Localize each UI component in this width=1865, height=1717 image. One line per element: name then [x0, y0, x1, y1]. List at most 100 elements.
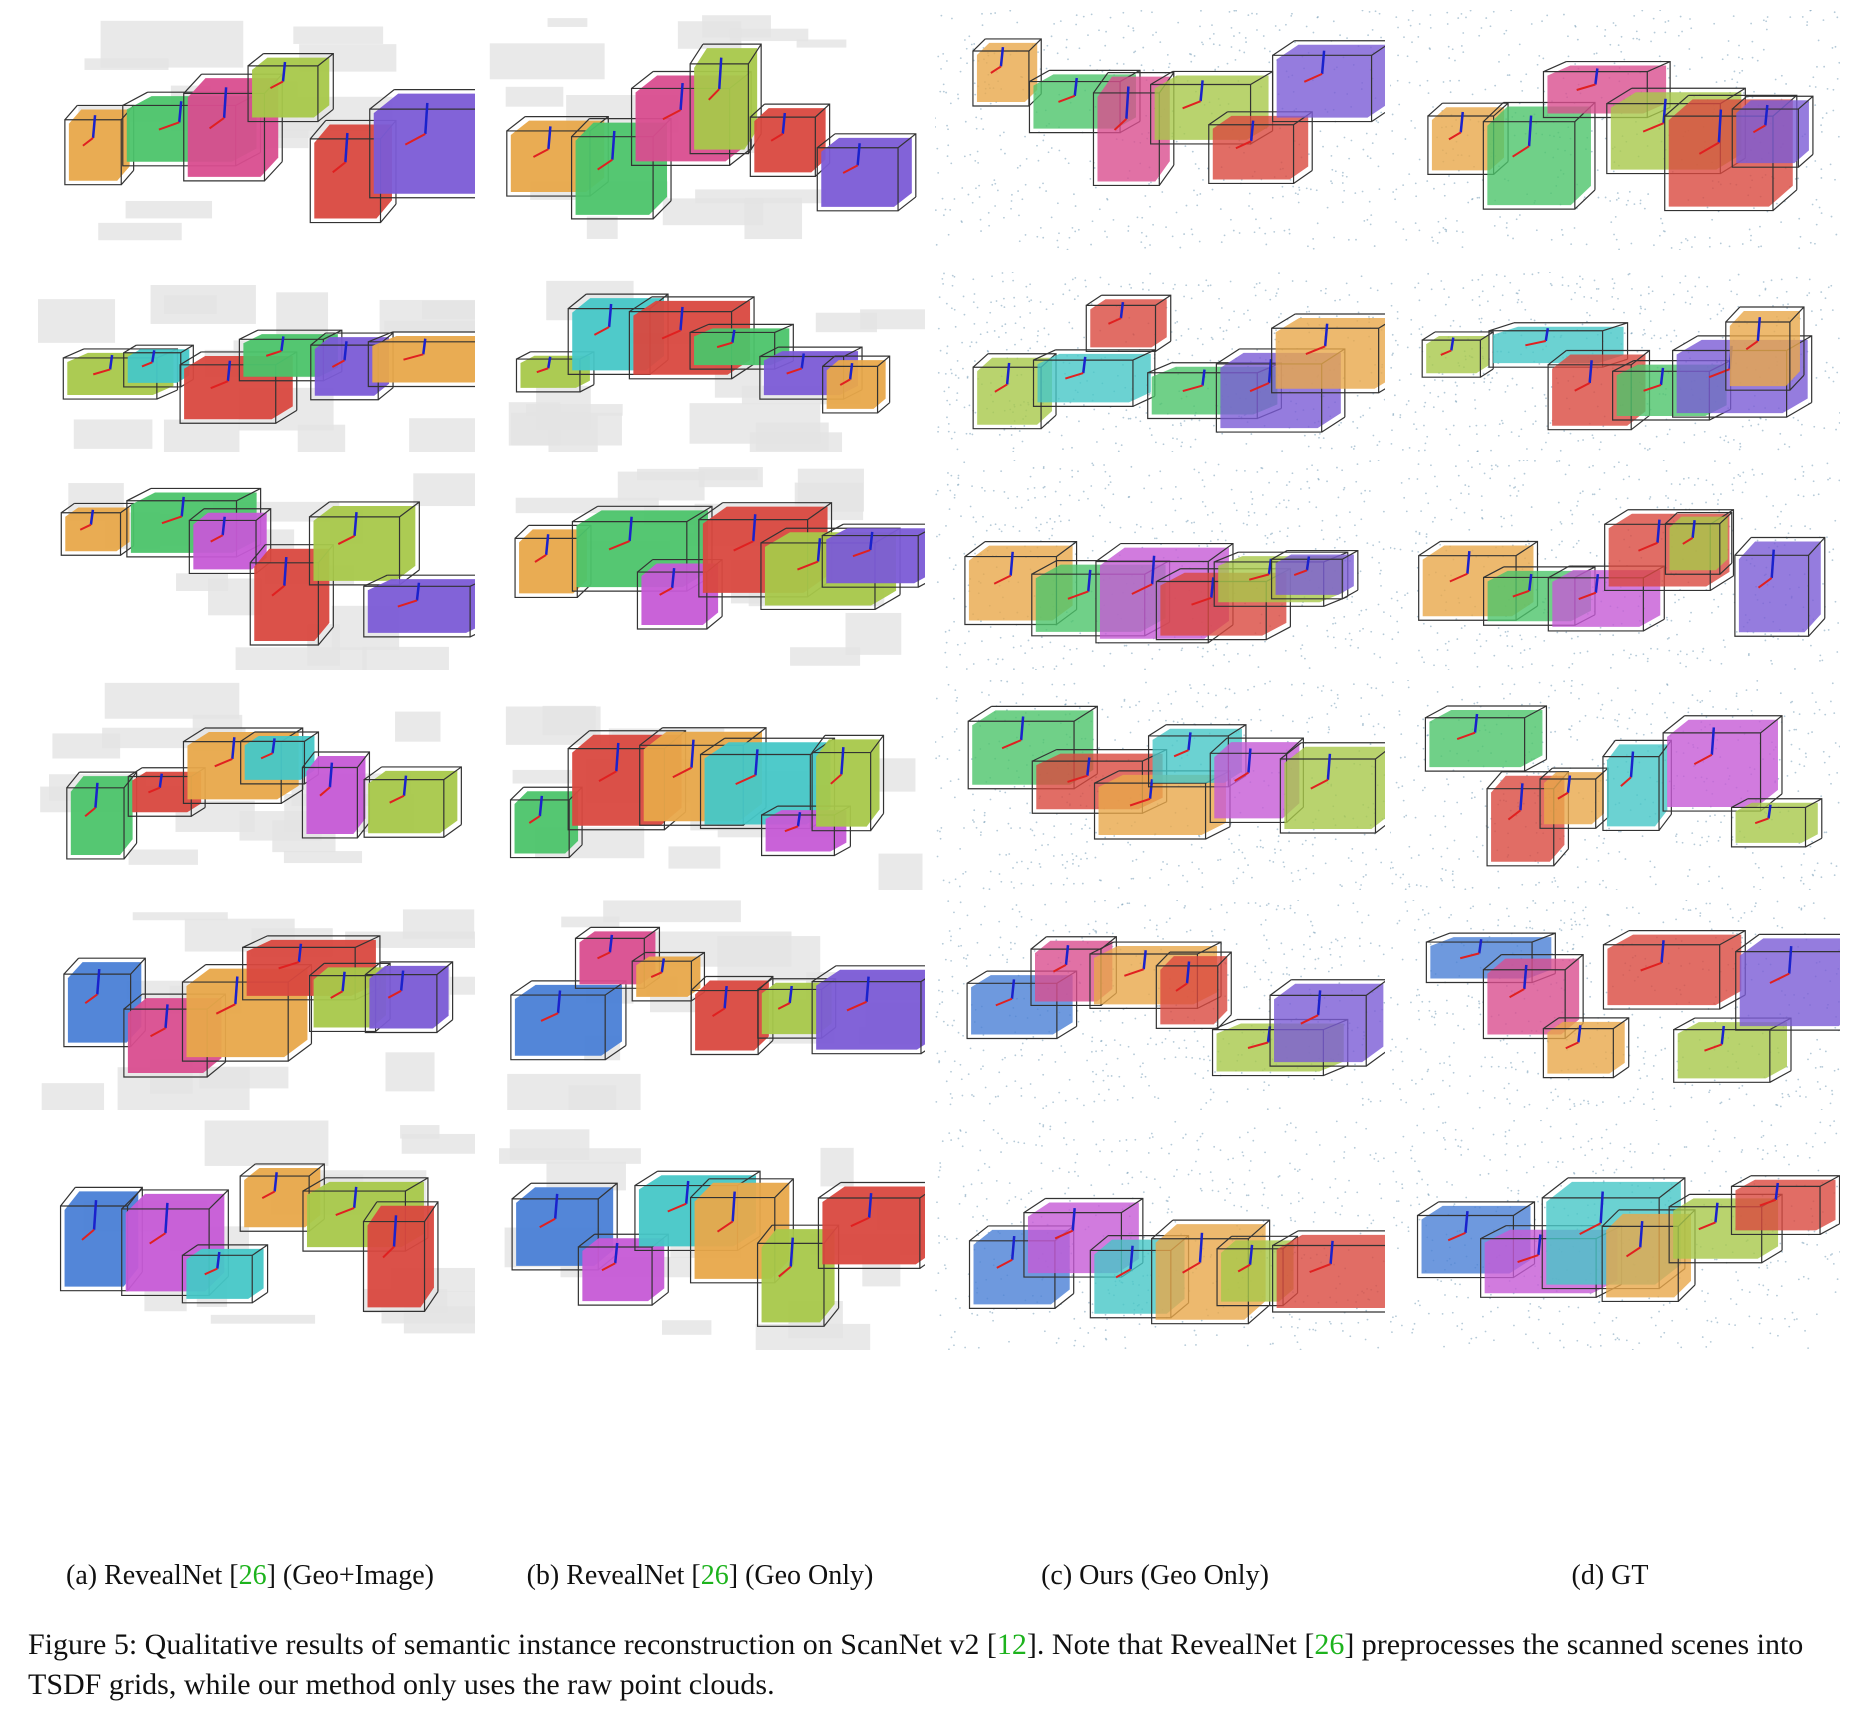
point — [1764, 287, 1767, 290]
point — [1020, 506, 1023, 509]
point — [1506, 234, 1509, 237]
point — [1308, 717, 1311, 720]
point — [1446, 649, 1449, 651]
point — [1341, 171, 1344, 174]
point — [1232, 229, 1235, 232]
orientation-arrow — [1001, 739, 1022, 750]
point — [1728, 462, 1731, 465]
point — [1100, 504, 1103, 507]
point — [1797, 177, 1800, 180]
orientation-arrow — [659, 587, 673, 596]
point — [1005, 348, 1008, 351]
point — [1264, 289, 1267, 292]
point — [1319, 446, 1322, 449]
point — [1063, 403, 1066, 405]
point — [1302, 682, 1305, 685]
point — [1163, 1057, 1166, 1060]
point — [1830, 284, 1833, 287]
point — [1361, 851, 1364, 854]
orientation-arrow — [1466, 551, 1471, 574]
point — [1461, 231, 1464, 234]
point — [1556, 460, 1558, 463]
point — [1117, 906, 1120, 909]
point — [1618, 830, 1620, 833]
orientation-arrow — [993, 574, 1012, 585]
point — [953, 620, 955, 623]
panel-a-scene-4 — [30, 680, 475, 890]
orientation-arrow — [1752, 124, 1766, 134]
point — [1436, 485, 1439, 488]
orientation-arrow — [177, 101, 183, 123]
point — [1471, 886, 1474, 889]
tsdf-surface — [41, 1083, 105, 1110]
point — [1237, 652, 1239, 655]
point — [1026, 296, 1029, 299]
point — [1613, 233, 1615, 236]
point — [1190, 228, 1193, 231]
orientation-arrow — [1201, 369, 1206, 386]
point — [1483, 472, 1486, 475]
point — [1718, 303, 1721, 306]
point — [1144, 668, 1146, 670]
point — [1508, 319, 1510, 321]
point — [1456, 219, 1458, 222]
point — [1838, 61, 1840, 64]
point — [1691, 502, 1694, 505]
point — [1330, 704, 1333, 707]
point — [1202, 43, 1204, 46]
point — [1306, 305, 1309, 308]
point — [1674, 499, 1677, 502]
point — [1324, 292, 1327, 295]
point — [1660, 217, 1662, 220]
point — [945, 302, 948, 305]
point — [1255, 13, 1258, 15]
point — [1151, 657, 1154, 660]
point — [941, 1001, 944, 1004]
point — [1135, 704, 1137, 707]
point — [1837, 337, 1840, 340]
point — [1029, 283, 1032, 286]
point — [1312, 828, 1315, 831]
tsdf-surface — [505, 86, 564, 107]
orientation-arrow — [538, 795, 544, 817]
object-instance — [313, 505, 416, 581]
point — [1264, 640, 1266, 643]
point — [1336, 939, 1339, 942]
point — [1140, 1076, 1143, 1079]
point — [1233, 310, 1235, 313]
point — [1245, 985, 1248, 988]
point — [1210, 722, 1212, 725]
point — [937, 426, 940, 429]
point — [1401, 449, 1404, 451]
point — [1270, 984, 1273, 987]
point — [1375, 119, 1378, 122]
point — [983, 490, 986, 492]
point — [1836, 16, 1839, 19]
point — [1456, 801, 1459, 804]
point — [1526, 460, 1529, 461]
point — [1161, 191, 1164, 193]
point — [949, 489, 952, 492]
point — [1144, 195, 1147, 197]
orientation-arrow — [1578, 591, 1597, 601]
point — [1226, 705, 1229, 708]
point — [1065, 901, 1068, 903]
point — [1689, 18, 1691, 20]
point — [943, 272, 945, 275]
point — [1545, 397, 1547, 400]
point — [1335, 315, 1338, 318]
point — [1339, 298, 1341, 301]
point — [1160, 487, 1163, 490]
orientation-arrow — [1717, 109, 1723, 143]
point — [1658, 692, 1661, 695]
object-instance — [1214, 742, 1300, 819]
point — [1790, 760, 1793, 763]
point — [1250, 491, 1253, 493]
orientation-arrow — [94, 782, 99, 808]
point — [1032, 467, 1035, 469]
point — [1481, 517, 1484, 520]
point — [1293, 911, 1296, 914]
point — [1670, 340, 1673, 343]
point — [1068, 321, 1071, 324]
bounding-box — [822, 355, 891, 414]
